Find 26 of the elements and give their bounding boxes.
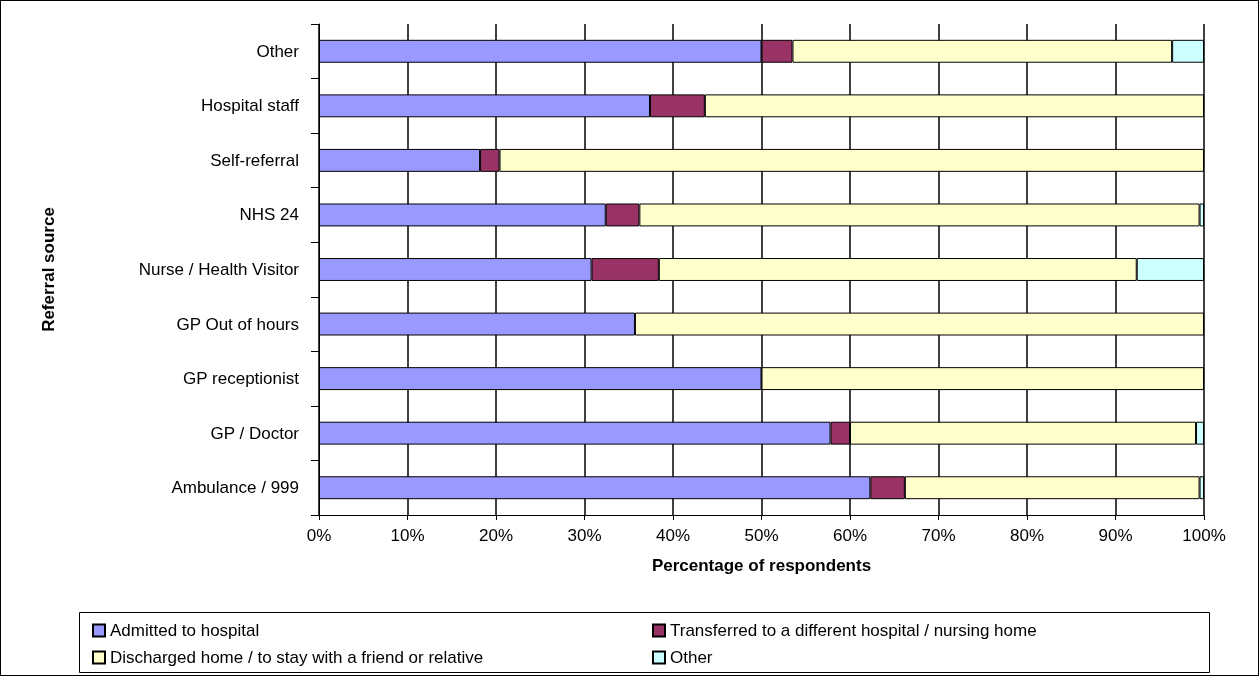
x-tick-label: 0% xyxy=(306,526,332,545)
y-tick-label: GP Out of hours xyxy=(176,314,299,334)
x-axis-title: Percentage of respondents xyxy=(651,556,872,575)
y-tick-label: Ambulance / 999 xyxy=(171,478,299,498)
x-tick-label: 100% xyxy=(1182,526,1226,545)
y-axis-title: Referral source xyxy=(39,207,58,332)
legend-label: Transferred to a different hospital / nursing home xyxy=(670,621,1037,640)
x-tick-label: 50% xyxy=(744,526,779,545)
x-tick-label: 20% xyxy=(478,526,514,545)
x-tick-label: 90% xyxy=(1098,526,1133,545)
legend-label: Admitted to hospital xyxy=(110,621,260,640)
y-tick-label: Self-referral xyxy=(210,150,299,170)
x-tick-label: 30% xyxy=(567,526,602,545)
y-tick-label: GP receptionist xyxy=(183,369,300,389)
x-tick-label: 10% xyxy=(390,526,425,545)
x-tick-label: 70% xyxy=(921,526,956,545)
y-tick-label: Other xyxy=(256,41,300,61)
legend-label: Other xyxy=(670,648,713,667)
x-tick-label: 40% xyxy=(655,526,691,545)
x-tick-label: 60% xyxy=(832,526,868,545)
x-tick-label: 80% xyxy=(1009,526,1045,545)
y-tick-label: NHS 24 xyxy=(239,205,299,225)
legend-label: Discharged home / to stay with a friend or relative xyxy=(110,648,484,667)
y-tick-label: Hospital staff xyxy=(201,96,300,116)
y-tick-label: GP / Doctor xyxy=(210,423,300,443)
y-tick-label: Nurse / Health Visitor xyxy=(138,260,300,279)
